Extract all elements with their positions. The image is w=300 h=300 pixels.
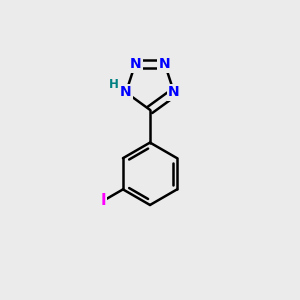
Text: N: N (120, 85, 132, 99)
Text: N: N (129, 57, 141, 71)
Text: H: H (109, 79, 118, 92)
Text: I: I (100, 193, 106, 208)
Text: N: N (159, 57, 171, 71)
Text: N: N (168, 85, 180, 99)
